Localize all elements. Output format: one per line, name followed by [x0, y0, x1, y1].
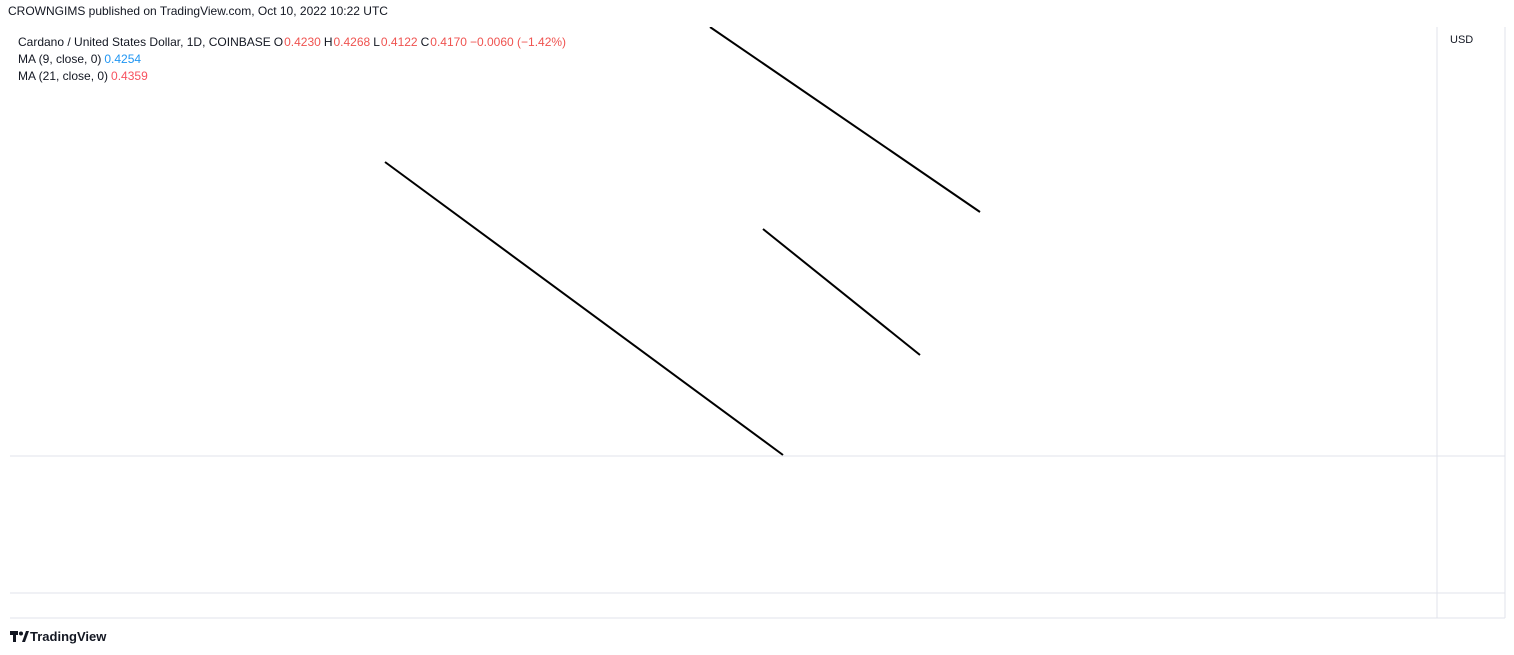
legend-ma9: MA (9, close, 0) 0.4254: [18, 51, 144, 67]
ohlc-key: C: [420, 35, 430, 49]
ma-value: 0.4254: [104, 52, 142, 66]
channel-line: [384, 161, 784, 456]
brand: TradingView: [30, 629, 107, 644]
channel-line: [709, 27, 981, 213]
ohlc-key: O: [273, 35, 284, 49]
trend-channel: [384, 27, 981, 456]
legend-ma21: MA (21, close, 0) 0.4359: [18, 68, 151, 84]
ma-name: MA (21, close, 0): [18, 69, 109, 83]
ma-value: 0.4359: [111, 69, 148, 83]
tv-logo: [10, 631, 29, 642]
change: −0.0060 (−1.42%): [469, 35, 567, 49]
publisher: CROWNGIMS published on TradingView.com, …: [8, 4, 388, 18]
currency: USD: [1450, 34, 1473, 46]
symbol-title: Cardano / United States Dollar, 1D, COIN…: [18, 35, 271, 49]
ma-name: MA (9, close, 0): [18, 52, 102, 66]
ohlc-value: 0.4230: [284, 35, 321, 49]
channel-line: [762, 228, 921, 356]
ohlc-key: H: [323, 35, 333, 49]
ohlc-value: 0.4122: [380, 35, 418, 49]
rsi-pane: [10, 457, 1437, 593]
ohlc-key: L: [373, 35, 380, 49]
ohlc-value: 0.4170: [430, 35, 467, 49]
legend-main: Cardano / United States Dollar, 1D, COIN…: [18, 34, 569, 50]
ohlc-value: 0.4268: [333, 35, 371, 49]
